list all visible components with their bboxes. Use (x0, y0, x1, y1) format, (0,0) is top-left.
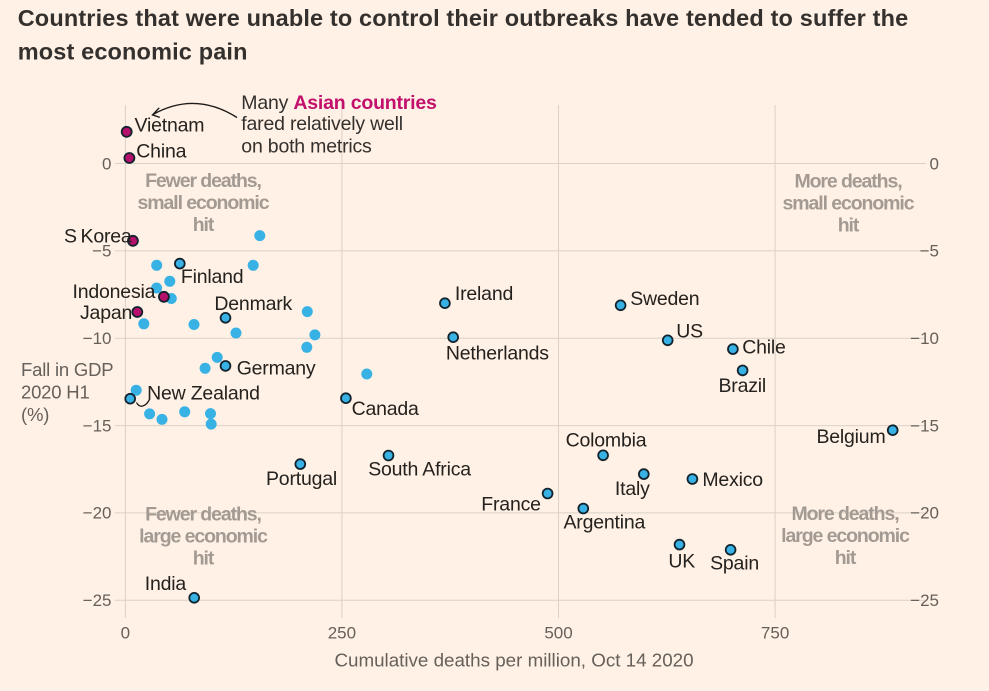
svg-text:China: China (136, 141, 186, 163)
svg-text:South Africa: South Africa (368, 459, 471, 481)
svg-text:Belgium: Belgium (816, 426, 885, 448)
svg-text:−5: −5 (920, 242, 939, 261)
svg-text:hit: hit (193, 214, 215, 236)
svg-text:Cumulative deaths per million,: Cumulative deaths per million, Oct 14 20… (334, 649, 693, 670)
svg-text:Fewer deaths,: Fewer deaths, (145, 170, 261, 192)
svg-text:Mexico: Mexico (702, 469, 763, 491)
svg-text:France: France (481, 493, 541, 515)
svg-text:Germany: Germany (237, 358, 316, 380)
svg-text:most economic pain: most economic pain (18, 38, 248, 64)
svg-text:250: 250 (328, 624, 356, 643)
svg-text:Colombia: Colombia (566, 430, 647, 452)
svg-text:0: 0 (121, 624, 130, 643)
svg-text:Countries that were unable to: Countries that were unable to control th… (18, 5, 909, 31)
svg-text:India: India (145, 573, 187, 595)
svg-text:Fewer deaths,: Fewer deaths, (145, 504, 261, 526)
svg-text:on both metrics: on both metrics (241, 136, 372, 158)
svg-text:Fall in GDP: Fall in GDP (21, 359, 113, 380)
svg-text:−10: −10 (910, 329, 939, 348)
svg-text:0: 0 (930, 154, 939, 173)
svg-text:US: US (676, 321, 703, 343)
svg-text:−20: −20 (83, 504, 112, 523)
svg-text:large economic: large economic (139, 526, 268, 548)
svg-text:−20: −20 (910, 504, 939, 523)
svg-text:hit: hit (193, 548, 215, 570)
svg-text:large economic: large economic (781, 525, 910, 547)
svg-text:hit: hit (835, 547, 857, 569)
svg-text:Argentina: Argentina (564, 512, 646, 534)
svg-text:Many Asian countries: Many Asian countries (241, 92, 437, 114)
svg-text:Finland: Finland (181, 266, 244, 288)
svg-text:More deaths,: More deaths, (794, 171, 902, 193)
svg-text:−15: −15 (83, 416, 112, 435)
svg-text:Canada: Canada (352, 398, 419, 420)
svg-text:−25: −25 (910, 591, 939, 610)
svg-text:Portugal: Portugal (266, 468, 337, 490)
svg-text:Vietnam: Vietnam (135, 115, 205, 137)
svg-text:Ireland: Ireland (455, 283, 513, 305)
svg-text:Italy: Italy (615, 478, 650, 500)
svg-text:UK: UK (668, 551, 695, 573)
svg-text:Indonesia: Indonesia (73, 281, 156, 303)
svg-text:More deaths,: More deaths, (791, 503, 899, 525)
svg-text:500: 500 (544, 624, 572, 643)
svg-text:fared relatively well: fared relatively well (241, 113, 403, 135)
svg-text:−10: −10 (83, 329, 112, 348)
svg-text:750: 750 (761, 624, 789, 643)
svg-text:−5: −5 (92, 242, 111, 261)
svg-text:Sweden: Sweden (630, 288, 699, 310)
svg-text:hit: hit (838, 215, 860, 237)
svg-text:2020 H1: 2020 H1 (21, 381, 90, 402)
svg-text:Spain: Spain (710, 552, 759, 574)
svg-text:small economic: small economic (783, 193, 915, 215)
svg-text:S Korea: S Korea (64, 226, 132, 248)
svg-text:Japan: Japan (80, 302, 132, 324)
svg-text:Denmark: Denmark (214, 293, 292, 315)
svg-text:Chile: Chile (742, 336, 785, 358)
svg-text:−25: −25 (83, 591, 112, 610)
svg-text:Netherlands: Netherlands (446, 342, 549, 364)
svg-text:−15: −15 (910, 416, 939, 435)
svg-text:small economic: small economic (138, 192, 270, 214)
svg-text:0: 0 (102, 154, 111, 173)
svg-text:New Zealand: New Zealand (147, 383, 260, 405)
svg-text:Brazil: Brazil (719, 375, 767, 397)
svg-text:(%): (%) (21, 404, 49, 425)
